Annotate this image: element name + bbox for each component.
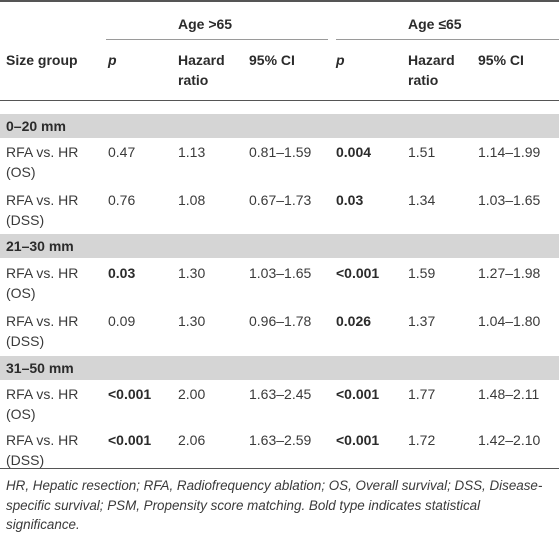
group-header-age-over-65: Age >65 [178, 16, 232, 32]
row-label: RFA vs. HR (DSS) [6, 432, 79, 468]
cell-ci-65-or-under: 1.42–2.10 [478, 432, 541, 448]
cell-p-65-or-under: <0.001 [336, 386, 380, 402]
cell-p-over65: 0.03 [108, 265, 136, 281]
col-header-size-group: Size group [6, 52, 78, 68]
row-label: RFA vs. HR (DSS) [6, 192, 79, 228]
cell-p-65-or-under: <0.001 [336, 432, 380, 448]
cell-p-65-or-under: <0.001 [336, 265, 380, 281]
cell-ci-over65: 0.96–1.78 [249, 313, 312, 329]
cell-ci-65-or-under: 1.14–1.99 [478, 144, 541, 160]
cell-ci-65-or-under: 1.27–1.98 [478, 265, 541, 281]
col-header-hazard-ratio-65-or-under: Hazard ratio [408, 52, 455, 88]
cell-ci-over65: 1.63–2.45 [249, 386, 312, 402]
row-label: RFA vs. HR (OS) [6, 144, 79, 180]
group-header-age-65-or-under-text: Age ≤65 [408, 16, 462, 32]
group-rule-age-65-or-under [336, 39, 559, 40]
cell-p-65-or-under: 0.03 [336, 192, 364, 208]
col-header-ci-over65: 95% CI [249, 52, 295, 68]
col-header-p-65-or-under: p [336, 52, 345, 68]
cell-hr-over65: 1.08 [178, 192, 206, 208]
cell-p-65-or-under: 0.026 [336, 313, 372, 329]
col-header-hazard-ratio-over65: Hazard ratio [178, 52, 225, 88]
cell-hr-65-or-under: 1.37 [408, 313, 436, 329]
section-band-31-50mm: 31–50 mm [0, 356, 559, 380]
cell-ci-over65: 1.03–1.65 [249, 265, 312, 281]
cell-ci-65-or-under: 1.04–1.80 [478, 313, 541, 329]
cell-hr-over65: 1.30 [178, 313, 206, 329]
cell-p-over65: 0.09 [108, 313, 136, 329]
cell-hr-over65: 2.06 [178, 432, 206, 448]
cell-p-over65: <0.001 [108, 386, 152, 402]
cell-ci-65-or-under: 1.48–2.11 [478, 386, 540, 402]
table-footnote: HR, Hepatic resection; RFA, Radiofrequen… [6, 478, 543, 532]
section-label-21-30mm: 21–30 mm [6, 238, 74, 254]
section-band-0-20mm: 0–20 mm [0, 114, 559, 138]
group-header-age-over-65-text: Age >65 [178, 16, 233, 32]
table-top-rule [0, 0, 559, 2]
section-label-31-50mm: 31–50 mm [6, 360, 74, 376]
section-label-0-20mm: 0–20 mm [6, 118, 66, 134]
cell-p-65-or-under: 0.004 [336, 144, 372, 160]
row-label: RFA vs. HR (OS) [6, 386, 79, 422]
cell-ci-over65: 1.63–2.59 [249, 432, 312, 448]
cell-ci-65-or-under: 1.03–1.65 [478, 192, 541, 208]
cell-hr-65-or-under: 1.72 [408, 432, 436, 448]
col-header-ci-65-or-under: 95% CI [478, 52, 524, 68]
row-label: RFA vs. HR (DSS) [6, 313, 79, 349]
section-band-21-30mm: 21–30 mm [0, 234, 559, 258]
group-header-age-65-or-under: Age ≤65 [408, 16, 462, 32]
cell-hr-65-or-under: 1.77 [408, 386, 436, 402]
cell-hr-65-or-under: 1.59 [408, 265, 436, 281]
cell-hr-65-or-under: 1.51 [408, 144, 436, 160]
cell-p-over65: 0.76 [108, 192, 136, 208]
cell-hr-over65: 2.00 [178, 386, 206, 402]
row-label: RFA vs. HR (OS) [6, 265, 79, 301]
cell-ci-over65: 0.81–1.59 [249, 144, 312, 160]
cell-hr-over65: 1.30 [178, 265, 206, 281]
cell-hr-over65: 1.13 [178, 144, 206, 160]
cell-hr-65-or-under: 1.34 [408, 192, 436, 208]
cell-p-over65: <0.001 [108, 432, 152, 448]
cell-ci-over65: 0.67–1.73 [249, 192, 312, 208]
table-bottom-rule [0, 468, 559, 469]
header-bottom-rule [0, 100, 559, 101]
group-rule-age-over-65 [106, 39, 328, 40]
cell-p-over65: 0.47 [108, 144, 136, 160]
col-header-p-over65: p [108, 52, 117, 68]
